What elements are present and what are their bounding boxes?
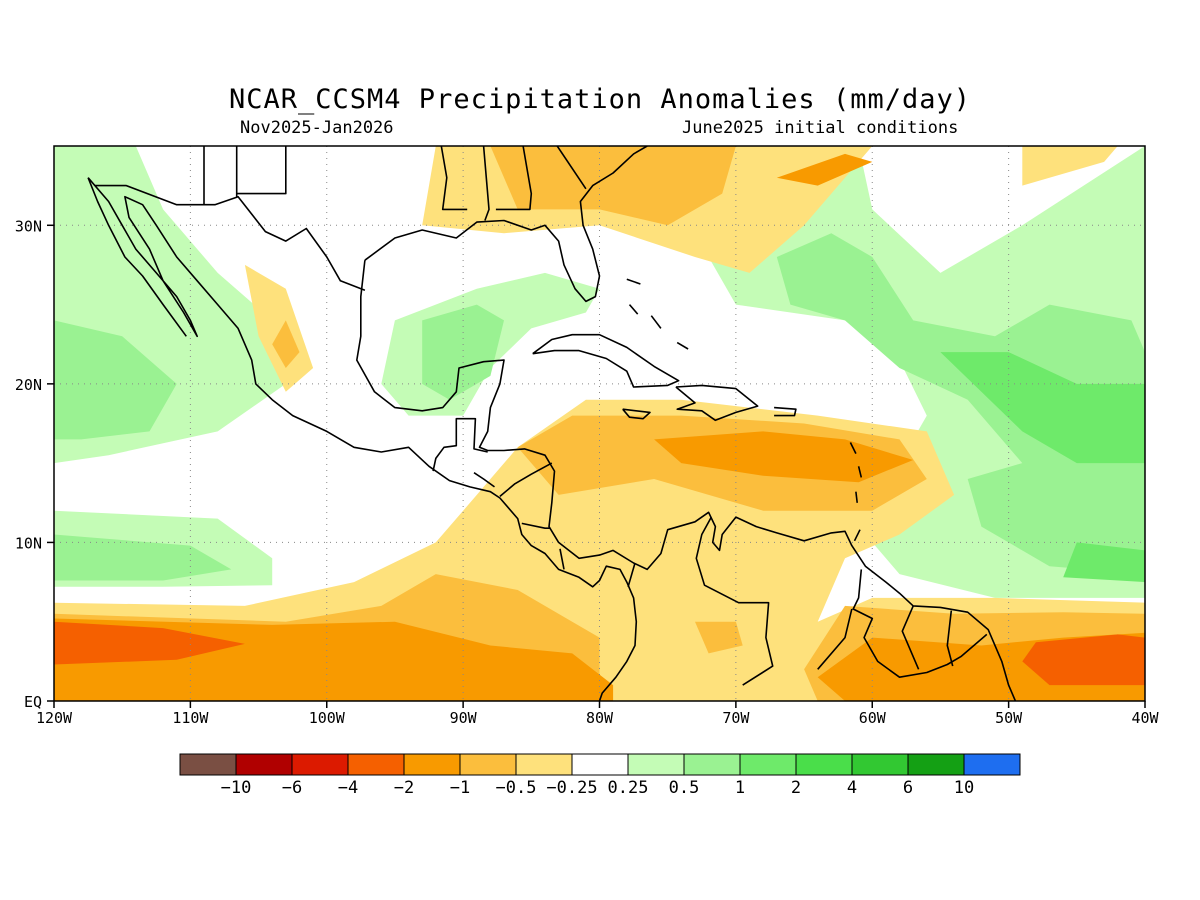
colorbar-swatch	[459, 753, 517, 776]
colorbar-label: 4	[847, 778, 857, 798]
anomaly-region-dry-light	[490, 146, 736, 226]
colorbar-label: −2	[394, 778, 414, 798]
anomaly-region-wet-light	[54, 534, 232, 581]
coastline	[626, 278, 641, 285]
colorbar-swatch	[179, 753, 237, 776]
colorbar-swatch	[963, 753, 1021, 776]
coastline	[87, 177, 638, 701]
anomaly-region-dry-slight	[1022, 146, 1118, 186]
colorbar-swatch	[683, 753, 741, 776]
anomaly-shading	[54, 146, 1145, 701]
coastlines-borders	[87, 146, 1017, 701]
coastline	[855, 491, 858, 503]
y-tick-label: EQ	[24, 693, 42, 711]
anomaly-region-dry-heavy	[54, 621, 245, 665]
colorbar-swatch	[235, 753, 293, 776]
coastline	[857, 466, 863, 478]
coastline	[849, 442, 857, 454]
colorbar-swatch	[291, 753, 349, 776]
colorbar-label: 2	[791, 778, 801, 798]
coastline	[946, 610, 954, 667]
coastline	[817, 608, 853, 670]
colorbar-swatch	[347, 753, 405, 776]
forecast-period: Nov2025-Jan2026	[240, 118, 394, 138]
coastline	[853, 529, 861, 542]
colorbar-label: −1	[450, 778, 470, 798]
coastline	[236, 146, 287, 195]
x-tick-label: 80W	[586, 709, 614, 727]
colorbar-label: 6	[903, 778, 913, 798]
anomaly-region-dry-slight	[244, 264, 314, 392]
grid-lines	[54, 146, 1145, 701]
coastline	[901, 605, 920, 670]
colorbar-swatch	[627, 753, 685, 776]
x-tick-label: 110W	[172, 709, 209, 727]
anomaly-region-wet-light	[776, 233, 1145, 575]
colorbar-swatch	[739, 753, 797, 776]
coastline	[364, 146, 648, 303]
x-tick-label: 70W	[722, 709, 750, 727]
y-tick-label: 20N	[15, 376, 42, 394]
coastline	[676, 341, 689, 350]
chart-title: NCAR_CCSM4 Precipitation Anomalies (mm/d…	[229, 84, 971, 115]
longitude-axis: 120W 110W 100W 90W 80W 70W 60W 50W 40W	[36, 701, 1160, 727]
colorbar-label: −0.5	[496, 778, 537, 798]
x-tick-label: 60W	[859, 709, 887, 727]
colorbar: −10 −6 −4 −2 −1 −0.5 −0.25 0.25 0.5 1 2 4 6 10	[179, 753, 1021, 798]
x-tick-label: 50W	[995, 709, 1023, 727]
coastline	[556, 146, 587, 190]
coastline	[774, 406, 797, 417]
coastline	[440, 146, 468, 211]
x-tick-label: 40W	[1131, 709, 1159, 727]
coastline	[695, 516, 774, 686]
coastline	[650, 315, 662, 329]
x-tick-label: 120W	[36, 709, 73, 727]
coastline	[499, 462, 553, 498]
anomaly-region-wet-light	[54, 320, 177, 440]
anomaly-region-dry-heavy	[1022, 634, 1145, 686]
anomaly-region-wet-mod	[1063, 542, 1145, 583]
coastline	[627, 562, 636, 588]
colorbar-swatch	[795, 753, 853, 776]
initial-conditions: June2025 initial conditions	[682, 118, 959, 138]
colorbar-label: −10	[221, 778, 252, 798]
latitude-axis: EQ 10N 20N 30N	[15, 217, 54, 711]
colorbar-swatch	[403, 753, 461, 776]
coastline	[622, 408, 651, 420]
coastline	[356, 260, 1017, 701]
colorbar-swatch	[907, 753, 965, 776]
colorbar-label: −6	[282, 778, 302, 798]
coastline	[94, 184, 366, 292]
colorbar-label: 0.5	[669, 778, 700, 798]
x-tick-label: 100W	[309, 709, 346, 727]
coastline	[532, 333, 680, 388]
coastline	[559, 548, 565, 570]
coastline	[495, 146, 533, 211]
colorbar-label: −4	[338, 778, 358, 798]
coastline	[521, 522, 551, 529]
anomaly-region-dry-mod	[654, 431, 914, 483]
colorbar-label: 0.25	[608, 778, 649, 798]
y-tick-label: 30N	[15, 217, 42, 235]
coastline	[473, 472, 495, 488]
anomaly-region-dry-light	[695, 621, 743, 654]
colorbar-swatch	[515, 753, 573, 776]
coastline	[628, 304, 639, 315]
coastline	[87, 177, 187, 337]
x-tick-label: 90W	[450, 709, 478, 727]
y-tick-label: 10N	[15, 534, 42, 552]
anomaly-region-dry-light	[272, 320, 300, 368]
colorbar-swatch	[571, 753, 629, 776]
anomaly-region-wet-light	[422, 304, 504, 400]
coastline	[482, 146, 490, 221]
coastline	[432, 417, 488, 472]
anomaly-region-wet-mod	[940, 352, 1145, 464]
colorbar-label: 1	[735, 778, 745, 798]
colorbar-label: 10	[954, 778, 974, 798]
coastline	[675, 384, 759, 422]
colorbar-swatch	[851, 753, 909, 776]
colorbar-label: −0.25	[546, 778, 597, 798]
anomaly-region-dry-mod	[776, 153, 873, 186]
